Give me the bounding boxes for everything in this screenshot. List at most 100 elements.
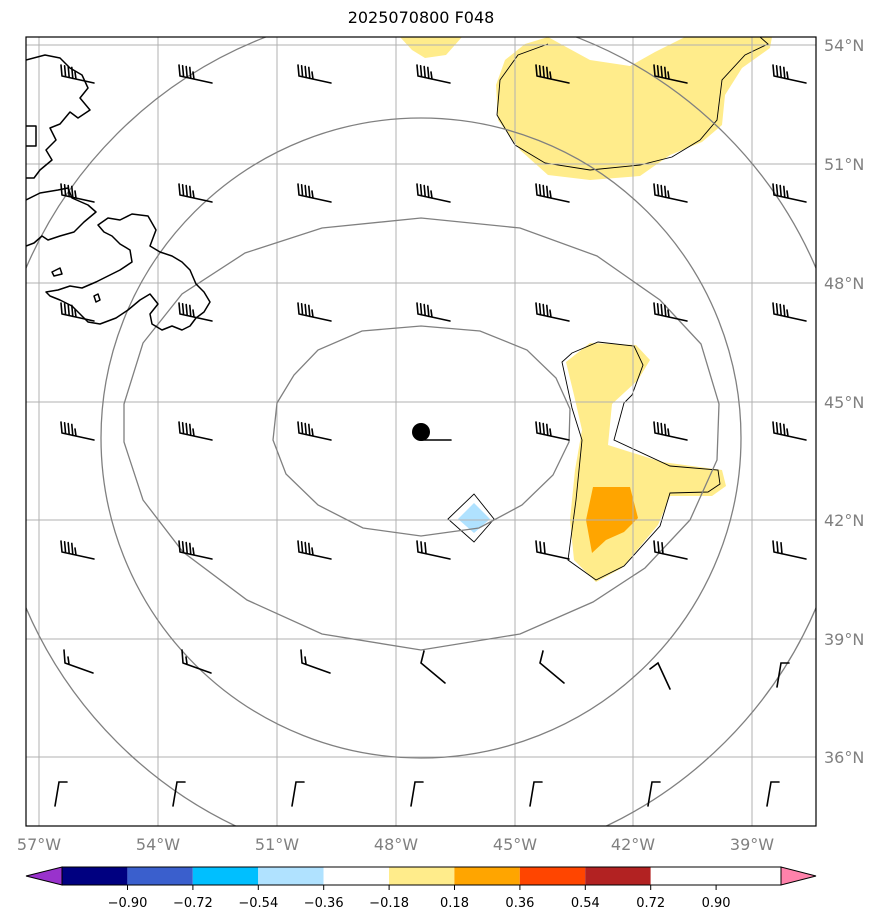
wind-barb — [766, 781, 780, 807]
colorbar-tick-label: 0.54 — [571, 896, 600, 911]
range-ring — [100, 117, 742, 759]
wind-barb — [178, 64, 213, 84]
shade-mid-east — [566, 343, 726, 582]
wind-barb — [416, 302, 451, 322]
wind-barb — [539, 650, 565, 684]
colorbar-swatch — [519, 867, 586, 885]
wind-barb — [54, 781, 68, 807]
wind-barb — [297, 183, 332, 203]
colorbar-extend-left — [25, 866, 63, 886]
wind-barb — [181, 649, 212, 674]
wind-barb — [653, 64, 688, 84]
wind-barb — [772, 540, 807, 560]
lon-label: 45°W — [493, 835, 537, 854]
wind-barb — [420, 650, 446, 684]
contour-north-east — [496, 37, 769, 171]
wind-barb — [60, 540, 95, 560]
colorbar-tick-label: 0.90 — [702, 896, 731, 911]
lat-label: 54°N — [824, 36, 864, 55]
lat-label: 48°N — [824, 274, 864, 293]
wind-barb — [178, 421, 213, 441]
wind-barb — [653, 540, 688, 560]
colorbar-tick-label: 0.72 — [636, 896, 665, 911]
wind-barb — [410, 781, 424, 807]
colorbar: −0.90 −0.72 −0.54 −0.36 −0.18 0.18 0.36 … — [25, 866, 817, 911]
wind-barb — [178, 302, 213, 322]
wind-barb — [535, 421, 570, 441]
coastline-labrador-2 — [26, 187, 97, 247]
wind-barb — [297, 302, 332, 322]
colorbar-tick-label: −0.18 — [369, 896, 409, 911]
latitude-labels: 54°N 51°N 48°N 45°N 42°N 39°N 36°N — [824, 36, 864, 767]
lon-label: 42°W — [611, 835, 655, 854]
wind-barb — [297, 64, 332, 84]
wind-barb — [772, 421, 807, 441]
colorbar-tick-label: −0.54 — [238, 896, 278, 911]
wind-barb — [63, 649, 94, 674]
lat-label: 36°N — [824, 748, 864, 767]
wind-barb — [772, 183, 807, 203]
wind-barb — [291, 781, 305, 807]
wind-barb — [60, 421, 95, 441]
wind-barb — [535, 183, 570, 203]
wind-barb — [60, 64, 95, 84]
colorbar-extend-right — [780, 866, 817, 886]
colorbar-tick-label: 0.36 — [505, 896, 534, 911]
contour-mid-east — [561, 341, 721, 581]
longitude-labels: 57°W 54°W 51°W 48°W 45°W 42°W 39°W — [17, 835, 774, 854]
storm-center-marker — [412, 423, 430, 441]
lon-label: 51°W — [255, 835, 299, 854]
wind-barb — [535, 540, 570, 560]
colorbar-tick-label: −0.72 — [173, 896, 213, 911]
wind-barb — [647, 781, 661, 807]
colorbar-swatch — [127, 867, 193, 885]
wind-barb — [535, 64, 570, 84]
colorbar-tick-label: −0.36 — [304, 896, 344, 911]
wind-barb — [60, 302, 95, 322]
colorbar-tick-label: 0.18 — [440, 896, 469, 911]
wind-barb — [416, 183, 451, 203]
colorbar-swatch — [62, 867, 128, 885]
wind-barb — [416, 540, 451, 560]
lon-label: 54°W — [136, 835, 180, 854]
coastline-small-island — [51, 267, 63, 277]
contour-blue-diamond — [447, 493, 495, 543]
colorbar-swatch — [585, 867, 651, 885]
wind-barb — [772, 64, 807, 84]
wind-barb — [649, 661, 671, 690]
wind-barb — [172, 781, 186, 807]
shade-north-small — [400, 37, 462, 58]
lon-label: 48°W — [374, 835, 418, 854]
range-ring — [272, 325, 571, 537]
colorbar-swatch — [454, 867, 520, 885]
colorbar-swatch — [258, 867, 324, 885]
wind-barb — [416, 64, 451, 84]
lat-label: 42°N — [824, 511, 864, 530]
coastline — [26, 54, 211, 331]
lat-label: 51°N — [824, 155, 864, 174]
wind-barb — [297, 421, 332, 441]
colorbar-frame — [61, 866, 782, 886]
lat-label: 45°N — [824, 393, 864, 412]
graticule — [26, 37, 816, 826]
lon-label: 39°W — [730, 835, 774, 854]
wind-barb — [300, 649, 331, 674]
map-title: 2025070800 F048 — [347, 8, 495, 27]
shade-north-east — [496, 37, 772, 180]
wind-barb — [60, 183, 95, 203]
coastline-islet — [26, 125, 37, 147]
coastline-newfoundland — [45, 213, 211, 331]
colorbar-swatch — [389, 867, 455, 885]
wind-barb — [653, 302, 688, 322]
colorbar-swatch — [323, 867, 389, 885]
lon-label: 57°W — [17, 835, 61, 854]
wind-barb — [653, 421, 688, 441]
wind-barb — [772, 302, 807, 322]
coastline-small-island — [93, 293, 101, 303]
map-frame — [25, 36, 817, 827]
wind-barb — [535, 302, 570, 322]
contour-layer — [447, 37, 769, 581]
wind-barb — [178, 183, 213, 203]
coastline-labrador — [26, 54, 91, 179]
